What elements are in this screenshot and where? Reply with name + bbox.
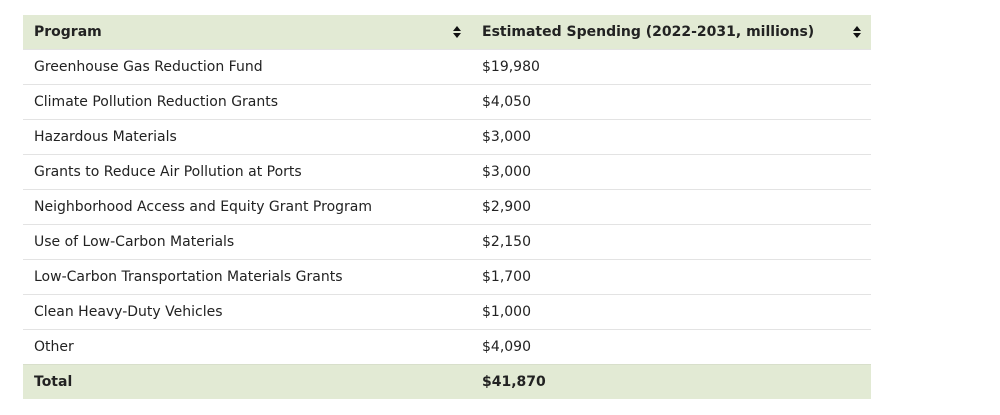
table-body: Greenhouse Gas Reduction Fund $19,980 Cl… — [23, 49, 871, 365]
column-header-spending[interactable]: Estimated Spending (2022-2031, millions) — [471, 15, 871, 50]
header-row: Program Estimated Spending (2022-2031, m… — [23, 15, 871, 50]
program-cell: Use of Low-Carbon Materials — [23, 224, 471, 260]
table-row: Grants to Reduce Air Pollution at Ports … — [23, 154, 871, 190]
spending-table-container: Program Estimated Spending (2022-2031, m… — [23, 15, 871, 399]
program-cell: Climate Pollution Reduction Grants — [23, 84, 471, 120]
table-row: Climate Pollution Reduction Grants $4,05… — [23, 84, 871, 120]
spending-cell: $3,000 — [471, 119, 871, 155]
total-label: Total — [23, 364, 471, 399]
column-header-label: Program — [34, 24, 102, 40]
total-value: $41,870 — [471, 364, 871, 399]
spending-table: Program Estimated Spending (2022-2031, m… — [23, 15, 871, 399]
table-row: Other $4,090 — [23, 329, 871, 365]
spending-cell: $3,000 — [471, 154, 871, 190]
table-row: Low-Carbon Transportation Materials Gran… — [23, 259, 871, 295]
spending-cell: $1,700 — [471, 259, 871, 295]
sort-updown-icon[interactable] — [453, 26, 461, 38]
spending-cell: $1,000 — [471, 294, 871, 330]
table-row: Hazardous Materials $3,000 — [23, 119, 871, 155]
program-cell: Grants to Reduce Air Pollution at Ports — [23, 154, 471, 190]
program-cell: Hazardous Materials — [23, 119, 471, 155]
program-cell: Low-Carbon Transportation Materials Gran… — [23, 259, 471, 295]
column-header-program[interactable]: Program — [23, 15, 471, 50]
table-row: Clean Heavy-Duty Vehicles $1,000 — [23, 294, 871, 330]
table-row: Neighborhood Access and Equity Grant Pro… — [23, 189, 871, 225]
program-cell: Clean Heavy-Duty Vehicles — [23, 294, 471, 330]
spending-cell: $4,090 — [471, 329, 871, 365]
program-cell: Neighborhood Access and Equity Grant Pro… — [23, 189, 471, 225]
table-header: Program Estimated Spending (2022-2031, m… — [23, 15, 871, 50]
table-row: Greenhouse Gas Reduction Fund $19,980 — [23, 49, 871, 85]
table-footer: Total $41,870 — [23, 364, 871, 399]
spending-cell: $19,980 — [471, 49, 871, 85]
table-row: Use of Low-Carbon Materials $2,150 — [23, 224, 871, 260]
program-cell: Greenhouse Gas Reduction Fund — [23, 49, 471, 85]
spending-cell: $4,050 — [471, 84, 871, 120]
spending-cell: $2,900 — [471, 189, 871, 225]
sort-updown-icon[interactable] — [853, 26, 861, 38]
total-row: Total $41,870 — [23, 364, 871, 399]
spending-cell: $2,150 — [471, 224, 871, 260]
column-header-label: Estimated Spending (2022-2031, millions) — [482, 24, 815, 40]
program-cell: Other — [23, 329, 471, 365]
